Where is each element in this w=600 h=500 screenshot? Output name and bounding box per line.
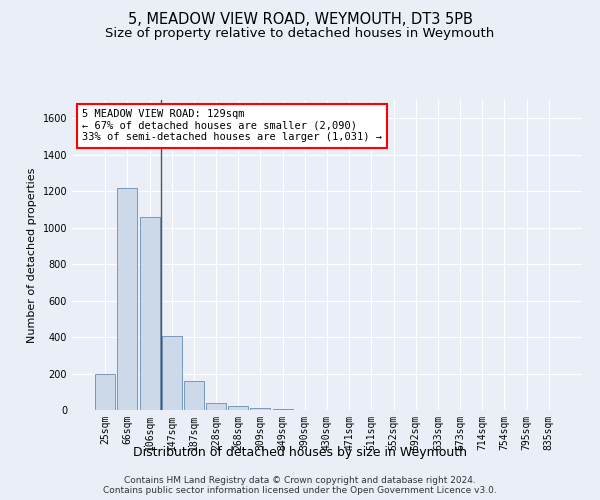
Text: Size of property relative to detached houses in Weymouth: Size of property relative to detached ho…: [106, 28, 494, 40]
Text: 5 MEADOW VIEW ROAD: 129sqm
← 67% of detached houses are smaller (2,090)
33% of s: 5 MEADOW VIEW ROAD: 129sqm ← 67% of deta…: [82, 110, 382, 142]
Bar: [95, 374, 115, 410]
Bar: [228, 406, 248, 410]
Text: Distribution of detached houses by size in Weymouth: Distribution of detached houses by size …: [133, 446, 467, 459]
Bar: [184, 381, 204, 410]
Text: 5, MEADOW VIEW ROAD, WEYMOUTH, DT3 5PB: 5, MEADOW VIEW ROAD, WEYMOUTH, DT3 5PB: [128, 12, 472, 28]
Bar: [118, 188, 137, 410]
Bar: [272, 409, 293, 410]
Bar: [250, 408, 271, 410]
Bar: [206, 402, 226, 410]
Bar: [140, 216, 160, 410]
Text: Contains HM Land Registry data © Crown copyright and database right 2024.
Contai: Contains HM Land Registry data © Crown c…: [103, 476, 497, 495]
Bar: [162, 336, 182, 410]
Y-axis label: Number of detached properties: Number of detached properties: [27, 168, 37, 342]
